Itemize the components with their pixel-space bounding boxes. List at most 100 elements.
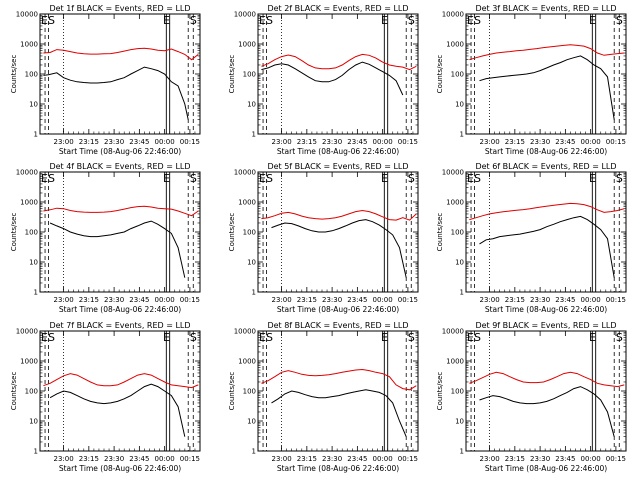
marker-label-e: E — [381, 331, 388, 344]
y-tick-label: 10 — [29, 259, 38, 267]
x-tick-label: 00:15 — [606, 138, 626, 146]
x-tick-label: 23:15 — [505, 455, 525, 463]
y-tick-label: 1000 — [238, 358, 256, 366]
plot-frame — [465, 330, 627, 452]
plot-frame — [39, 330, 201, 452]
marker-label-es: ES — [41, 331, 55, 344]
x-tick-label: 23:15 — [79, 455, 99, 463]
x-tick-label: 00:00 — [373, 138, 393, 146]
events-series-line — [271, 219, 407, 278]
lld-series-line — [43, 205, 199, 217]
y-tick-label: 100 — [25, 71, 38, 79]
y-axis-label: Counts/sec — [228, 55, 236, 94]
x-tick-label: 00:15 — [398, 296, 418, 304]
events-series-line — [49, 220, 186, 278]
y-axis-label: Counts/sec — [436, 372, 444, 411]
marker-label-e: E — [381, 14, 388, 27]
y-tick-label: 1 — [460, 289, 464, 297]
y-tick-label: 1000 — [446, 199, 464, 207]
x-axis-label: Start Time (08-Aug-06 22:46:00) — [485, 305, 607, 314]
marker-label-e: E — [163, 172, 170, 185]
marker-label-s: S — [616, 331, 623, 344]
y-axis-label: Counts/sec — [10, 55, 18, 94]
y-axis-label: Counts/sec — [10, 372, 18, 411]
x-axis-label: Start Time (08-Aug-06 22:46:00) — [485, 147, 607, 156]
x-tick-label: 00:00 — [373, 455, 393, 463]
x-tick-label: 00:15 — [180, 455, 200, 463]
x-tick-label: 23:45 — [129, 138, 149, 146]
lld-series-line — [43, 373, 199, 389]
x-tick-label: 23:30 — [322, 296, 342, 304]
events-series-line — [43, 66, 189, 120]
panel-title: Det 7f BLACK = Events, RED = LLD — [49, 321, 190, 330]
y-tick-label: 10 — [29, 101, 38, 109]
marker-label-es: ES — [467, 172, 481, 185]
marker-label-es: ES — [41, 14, 55, 27]
x-tick-label: 23:30 — [530, 455, 550, 463]
y-tick-label: 10 — [455, 101, 464, 109]
y-tick-label: 10000 — [442, 11, 464, 19]
panel-title: Det 1f BLACK = Events, RED = LLD — [49, 4, 190, 13]
panel-title: Det 8f BLACK = Events, RED = LLD — [267, 321, 408, 330]
y-tick-label: 1000 — [446, 41, 464, 49]
events-series-line — [479, 215, 615, 278]
marker-label-s: S — [190, 14, 197, 27]
y-tick-label: 10 — [247, 259, 256, 267]
x-tick-label: 00:00 — [581, 455, 601, 463]
marker-label-e: E — [589, 331, 596, 344]
x-tick-label: 23:15 — [79, 296, 99, 304]
lld-series-line — [261, 209, 417, 221]
y-tick-label: 10000 — [442, 328, 464, 336]
y-tick-label: 100 — [243, 71, 256, 79]
marker-label-es: ES — [467, 14, 481, 27]
panel-title: Det 4f BLACK = Events, RED = LLD — [49, 162, 190, 171]
y-tick-label: 10000 — [234, 169, 256, 177]
detector-panel: Det 1f BLACK = Events, RED = LLD Counts/s… — [10, 4, 201, 156]
y-axis-label: Counts/sec — [436, 55, 444, 94]
y-tick-label: 1000 — [20, 199, 38, 207]
y-tick-label: 10000 — [234, 11, 256, 19]
x-tick-label: 00:15 — [398, 138, 418, 146]
marker-label-e: E — [589, 172, 596, 185]
lld-series-line — [469, 44, 625, 61]
x-tick-label: 23:30 — [104, 455, 124, 463]
x-tick-label: 23:30 — [322, 455, 342, 463]
x-tick-label: 23:00 — [479, 455, 499, 463]
y-tick-label: 1 — [252, 131, 256, 139]
plot-frame — [465, 171, 627, 293]
plot-frame — [257, 171, 419, 293]
x-tick-label: 23:15 — [505, 296, 525, 304]
y-tick-label: 10000 — [16, 328, 38, 336]
x-tick-label: 23:15 — [505, 138, 525, 146]
x-tick-label: 23:45 — [555, 138, 575, 146]
y-tick-label: 10000 — [16, 169, 38, 177]
panel-title: Det 3f BLACK = Events, RED = LLD — [475, 4, 616, 13]
lld-series-line — [469, 371, 625, 388]
x-tick-label: 00:00 — [581, 138, 601, 146]
marker-label-es: ES — [259, 172, 273, 185]
detector-panel: Det 5f BLACK = Events, RED = LLD Counts/s… — [228, 162, 419, 314]
y-tick-label: 100 — [25, 388, 38, 396]
detector-panel: Det 2f BLACK = Events, RED = LLD Counts/s… — [228, 4, 419, 156]
marker-label-s: S — [408, 14, 415, 27]
x-tick-label: 00:15 — [606, 296, 626, 304]
marker-label-es: ES — [259, 14, 273, 27]
y-axis-label: Counts/sec — [10, 213, 18, 252]
x-tick-label: 00:00 — [581, 296, 601, 304]
y-axis-label: Counts/sec — [228, 372, 236, 411]
x-tick-label: 23:45 — [129, 296, 149, 304]
x-tick-label: 23:00 — [479, 296, 499, 304]
x-tick-label: 00:00 — [373, 296, 393, 304]
y-tick-label: 1 — [34, 289, 38, 297]
plot-frame — [39, 13, 201, 135]
x-tick-label: 23:45 — [129, 455, 149, 463]
x-tick-label: 00:00 — [155, 138, 175, 146]
x-axis-label: Start Time (08-Aug-06 22:46:00) — [277, 147, 399, 156]
y-tick-label: 100 — [243, 388, 256, 396]
y-tick-label: 1 — [252, 289, 256, 297]
x-tick-label: 00:00 — [155, 296, 175, 304]
x-axis-label: Start Time (08-Aug-06 22:46:00) — [277, 464, 399, 473]
x-tick-label: 00:15 — [180, 296, 200, 304]
x-tick-label: 23:00 — [479, 138, 499, 146]
